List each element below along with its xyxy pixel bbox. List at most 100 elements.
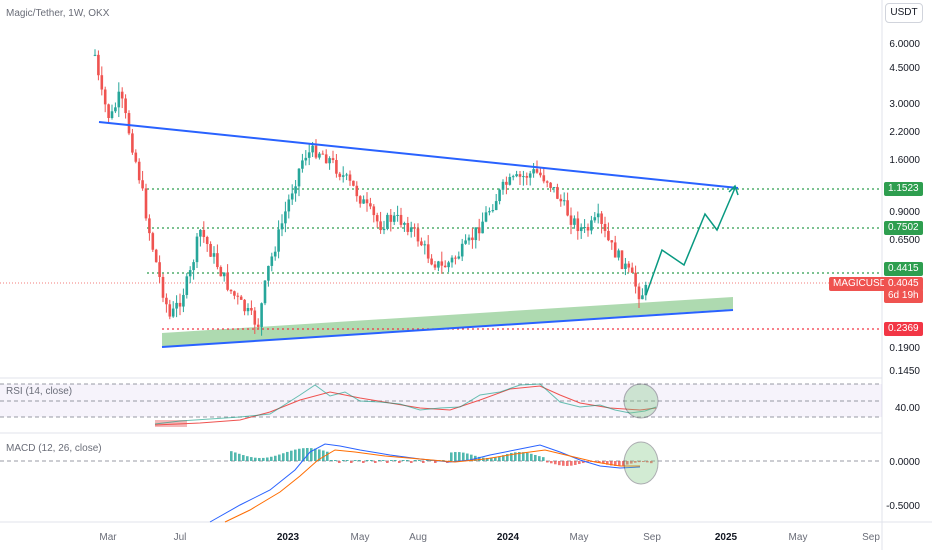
candle-body: [488, 211, 491, 213]
candle-body: [205, 236, 209, 244]
candle-body: [566, 200, 569, 216]
symbol-title: Magic/Tether, 1W, OKX: [6, 8, 110, 19]
candle-body: [137, 161, 141, 181]
macd-histogram-bar: [282, 453, 285, 461]
candle-body: [222, 272, 226, 277]
candle-body: [494, 201, 498, 211]
macd-histogram-bar: [494, 457, 497, 461]
candle-body: [454, 257, 457, 259]
macd-tick: 0.0000: [889, 457, 920, 468]
candle-body: [182, 294, 185, 307]
candle-body: [613, 242, 617, 258]
macd-histogram-bar: [350, 461, 353, 463]
time-tick: May: [569, 532, 589, 543]
candle-body: [535, 169, 539, 173]
price-tick: 0.1450: [889, 366, 920, 377]
macd-histogram-bar: [602, 461, 605, 464]
macd-histogram-bar: [342, 460, 345, 461]
macd-histogram-bar: [626, 461, 629, 465]
macd-histogram-bar: [514, 452, 517, 461]
candle-body: [630, 267, 634, 273]
macd-histogram-bar: [386, 461, 389, 463]
candle-body: [103, 89, 107, 105]
time-tick: May: [350, 532, 370, 543]
candle-body: [457, 256, 461, 259]
candle-body: [460, 243, 464, 257]
candle-body: [185, 276, 189, 295]
currency-button[interactable]: USDT: [885, 3, 923, 23]
candle-body: [433, 264, 437, 268]
candle-body: [110, 111, 114, 119]
support-zone: [162, 297, 733, 347]
time-tick: Aug: [409, 532, 427, 543]
rsi-label[interactable]: RSI (14, close): [6, 386, 73, 397]
candle-body: [239, 296, 243, 300]
candle-body: [464, 240, 467, 244]
candle-body: [559, 198, 563, 202]
projection-arrowhead: [728, 184, 739, 196]
macd-label[interactable]: MACD (12, 26, close): [6, 443, 102, 454]
symbol-badge: MAGICUSDT: [829, 277, 897, 291]
candle-body: [573, 218, 576, 225]
candle-body: [481, 221, 484, 234]
candle-body: [277, 229, 280, 252]
macd-histogram-bar: [242, 455, 245, 461]
candle-body: [120, 91, 124, 99]
macd-histogram-bar: [558, 461, 561, 466]
candle-body: [586, 227, 590, 231]
time-tick: 2024: [496, 532, 520, 543]
candle-body: [243, 299, 246, 312]
candle-body: [447, 262, 450, 268]
time-tick: Jul: [173, 532, 187, 543]
macd-histogram-bar: [290, 450, 293, 461]
candle-body: [161, 276, 165, 298]
candle-body: [542, 175, 546, 182]
macd-histogram-bar: [546, 461, 549, 463]
candle-body: [294, 186, 297, 194]
candle-body: [423, 244, 427, 246]
level-badge: 1.1523: [884, 182, 923, 196]
macd-histogram-bar: [250, 457, 253, 461]
candle-body: [477, 227, 481, 234]
candle-body: [522, 176, 525, 178]
candle-body: [375, 215, 379, 222]
candle-body: [229, 289, 233, 292]
candle-body: [335, 160, 338, 174]
candle-body: [450, 257, 454, 263]
macd-histogram-bar: [582, 461, 585, 464]
macd-histogram-bar: [642, 461, 645, 463]
macd-histogram-bar: [422, 461, 425, 463]
candle-body: [178, 302, 182, 307]
macd-histogram-bar: [278, 454, 281, 461]
time-tick: Sep: [643, 532, 661, 543]
macd-histogram-bar: [470, 454, 473, 461]
rsi-line: [154, 383, 657, 425]
macd-histogram-bar: [534, 454, 537, 461]
candle-body: [624, 263, 627, 269]
candle-body: [188, 270, 192, 277]
candle-body: [365, 199, 369, 204]
candle-body: [641, 295, 644, 300]
price-tick: 3.0000: [889, 99, 920, 110]
candle-body: [141, 180, 144, 189]
macd-histogram-bar: [450, 452, 453, 461]
macd-histogram-bar: [346, 460, 349, 461]
macd-tick: -0.5000: [886, 501, 920, 512]
time-tick: 2025: [714, 532, 738, 543]
macd-histogram-bar: [586, 461, 589, 463]
candle-body: [610, 240, 614, 243]
macd-histogram-bar: [522, 452, 525, 461]
candle-body: [430, 258, 433, 265]
candle-body: [127, 113, 131, 134]
candle-body: [484, 212, 488, 222]
candle-body: [246, 307, 250, 312]
time-tick: 2023: [276, 532, 300, 543]
time-tick: Mar: [99, 532, 117, 543]
macd-histogram-bar: [366, 460, 369, 461]
candle-body: [314, 145, 318, 158]
macd-histogram-bar: [634, 461, 637, 463]
candle-body: [491, 210, 495, 212]
price-tick: 0.6500: [889, 235, 920, 246]
macd-histogram-bar: [326, 451, 329, 461]
